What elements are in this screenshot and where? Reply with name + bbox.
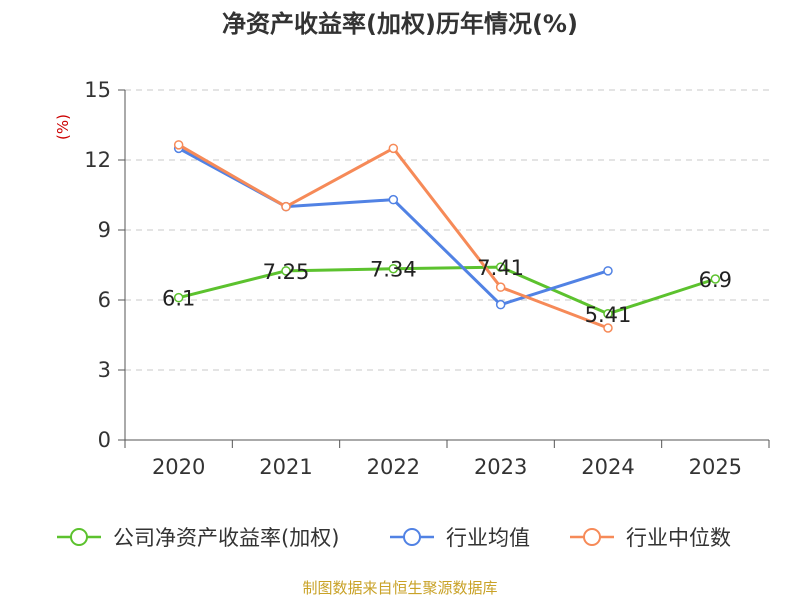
legend-marker-1 <box>403 528 421 546</box>
data-label-2025: 6.9 <box>699 268 732 292</box>
data-label-2021: 7.25 <box>263 260 310 284</box>
x-tick-label-2020: 2020 <box>152 455 205 479</box>
x-tick-label-2022: 2022 <box>367 455 420 479</box>
legend-label-1: 行业均值 <box>446 526 530 550</box>
legend-label-0: 公司净资产收益率(加权) <box>113 526 339 550</box>
series <box>173 140 721 333</box>
x-tick-label-2025: 2025 <box>689 455 742 479</box>
point-s2-2021 <box>281 201 291 212</box>
grid <box>125 89 769 371</box>
x-tick-label-2024: 2024 <box>581 455 634 479</box>
legend: 公司净资产收益率(加权) 行业均值 行业中位数 <box>57 526 731 550</box>
y-tick-label-15: 15 <box>84 78 111 102</box>
series-line-2 <box>177 143 609 330</box>
data-label-2020: 6.1 <box>162 287 195 311</box>
point-s2-2024 <box>603 323 613 333</box>
series-line-0 <box>178 265 716 316</box>
y-axis-unit: (%) <box>54 114 72 140</box>
point-s1-2022 <box>388 194 399 205</box>
point-s0-2020 <box>173 292 184 303</box>
source-note: 制图数据来自恒生聚源数据库 <box>302 579 497 597</box>
point-s0-2022 <box>388 263 399 274</box>
point-s2-2020 <box>173 140 184 150</box>
point-s0-2024 <box>603 309 613 319</box>
data-label-2022: 7.34 <box>370 258 417 282</box>
y-tick-label-3: 3 <box>98 358 111 382</box>
x-tick-label-2021: 2021 <box>259 455 312 479</box>
data-labels: 6.1 7.25 7.34 7.41 5.41 6.9 <box>162 256 732 327</box>
data-label-2023: 7.41 <box>477 256 524 280</box>
data-label-2024: 5.41 <box>585 303 632 327</box>
y-tick-label-0: 0 <box>98 428 111 452</box>
x-tick-label-2023: 2023 <box>474 455 527 479</box>
y-tick-label-6: 6 <box>98 288 111 312</box>
y-tick-label-9: 9 <box>98 218 111 242</box>
chart-title: 净资产收益率(加权)历年情况(%) <box>222 10 578 38</box>
point-s2-2023 <box>495 282 506 292</box>
legend-label-2: 行业中位数 <box>626 526 731 550</box>
legend-marker-0 <box>70 528 88 546</box>
axes: 0 3 6 9 12 15 2020 2021 2022 2023 2024 2025 <box>84 78 770 479</box>
legend-marker-2 <box>583 528 601 546</box>
point-s0-2025 <box>710 274 721 284</box>
point-s1-2023 <box>495 299 506 310</box>
point-s0-2021 <box>281 266 291 276</box>
point-s2-2022 <box>388 143 399 154</box>
point-s0-2023 <box>495 262 506 272</box>
y-tick-label-12: 12 <box>84 148 111 172</box>
point-s1-2024 <box>603 266 613 276</box>
